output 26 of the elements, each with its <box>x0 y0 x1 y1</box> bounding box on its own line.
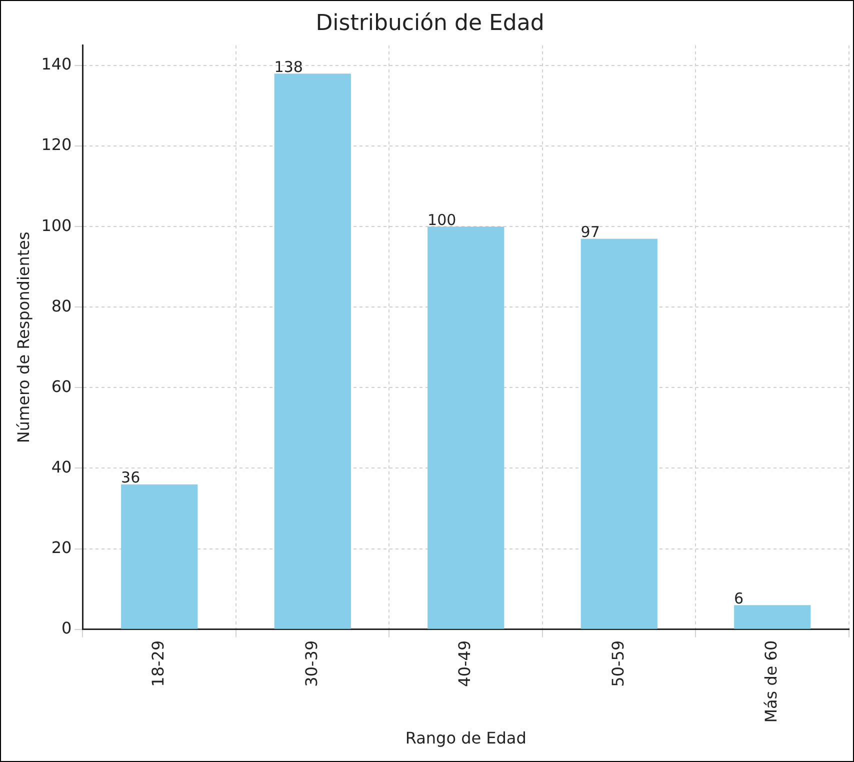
bar <box>428 226 504 629</box>
y-tick-label: 100 <box>41 216 72 235</box>
y-tick-label: 80 <box>51 296 72 316</box>
data-label: 100 <box>428 211 456 230</box>
y-tick-label: 0 <box>62 618 72 638</box>
y-tick-label: 60 <box>51 376 72 396</box>
y-tick-label: 120 <box>41 135 72 154</box>
x-axis-title: Rango de Edad <box>405 728 526 748</box>
data-label: 36 <box>121 468 140 487</box>
y-tick-label: 140 <box>41 54 72 74</box>
y-tick-label: 20 <box>51 538 72 557</box>
chart-title: Distribución de Edad <box>316 10 544 36</box>
bar <box>734 605 811 629</box>
data-label: 138 <box>274 58 303 76</box>
x-tick-label: 40-49 <box>455 640 474 687</box>
y-tick-label: 40 <box>51 457 72 476</box>
y-axis-title: Número de Respondientes <box>14 232 33 444</box>
x-tick-label: Más de 60 <box>762 640 781 723</box>
data-label: 6 <box>734 590 744 608</box>
bar <box>121 484 198 629</box>
bar <box>274 74 351 629</box>
x-tick-label: 30-39 <box>302 640 321 687</box>
x-tick-label: 18-29 <box>148 640 168 687</box>
bar <box>580 238 658 629</box>
x-tick-label: 50-59 <box>608 640 628 687</box>
data-label: 97 <box>580 223 600 242</box>
